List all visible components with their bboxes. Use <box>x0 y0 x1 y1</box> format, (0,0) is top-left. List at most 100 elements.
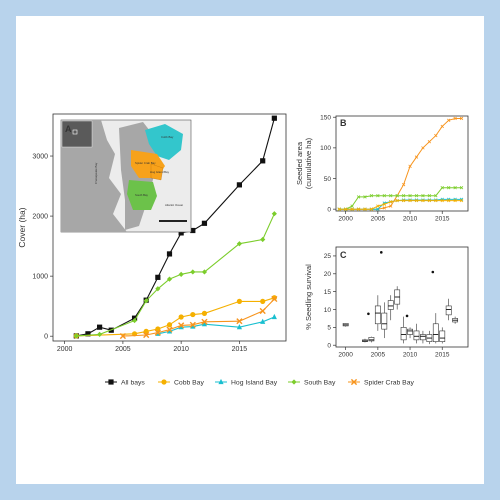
legend-item: Hog Island Bay <box>215 378 278 387</box>
y-tick-label: 100 <box>320 145 331 152</box>
data-point <box>376 204 380 208</box>
box <box>400 327 407 341</box>
data-point <box>389 204 393 208</box>
panel-a-axes: 2000 2005 2010 2015 0 1000 2000 3000 <box>32 113 287 353</box>
map-region-label: Atlantic Ocean <box>165 203 184 207</box>
x-tick-label: 2010 <box>403 352 418 359</box>
x-tick-label: 2000 <box>338 216 353 223</box>
data-point <box>143 298 149 304</box>
map-region-label: Hog Island Bay <box>150 170 170 174</box>
y-axis-label: (cumulative ha) <box>304 137 313 189</box>
box-plot <box>400 316 407 344</box>
data-point <box>178 322 185 329</box>
data-point <box>155 326 161 332</box>
x-tick-label: 2000 <box>57 346 73 353</box>
data-point <box>459 186 464 190</box>
box <box>387 300 394 310</box>
box <box>432 323 439 342</box>
data-point <box>154 329 161 336</box>
series-south-bay <box>337 186 464 211</box>
data-point <box>190 323 196 329</box>
scale-bar <box>159 220 187 222</box>
data-point <box>178 314 184 320</box>
legend-item: Cobb Bay <box>158 379 204 387</box>
data-point <box>178 271 184 277</box>
data-point <box>143 328 149 334</box>
series-cobb-bay <box>337 198 464 211</box>
plot-frame <box>52 113 287 342</box>
data-point <box>369 193 374 198</box>
data-point <box>260 236 266 243</box>
y-tick-label: 2000 <box>32 214 48 221</box>
map-region-label: Chesapeake Bay <box>94 162 98 184</box>
locator-box <box>72 129 78 135</box>
data-point <box>166 276 173 282</box>
panel-c-label: C <box>340 250 347 260</box>
series-line <box>122 298 275 337</box>
legend-marker <box>218 378 224 385</box>
data-point <box>459 198 464 203</box>
data-point <box>414 155 419 159</box>
y-tick-label: 3000 <box>32 153 48 160</box>
legend-item: Spider Crab Bay <box>348 378 414 387</box>
box <box>374 305 381 325</box>
box <box>439 330 446 342</box>
box-plot <box>394 286 401 310</box>
data-point <box>440 186 444 190</box>
box <box>445 305 452 316</box>
box-plot <box>379 251 388 339</box>
legend-marker <box>350 378 358 386</box>
data-point <box>421 146 425 150</box>
data-point <box>119 332 126 340</box>
map-region-label: Cobb Bay <box>161 135 174 139</box>
data-point <box>440 124 444 129</box>
plot-frame <box>335 246 469 348</box>
data-point <box>271 295 277 301</box>
data-point <box>434 193 438 198</box>
y-tick-label: 1000 <box>32 274 48 281</box>
box <box>381 312 388 330</box>
data-point <box>166 328 173 334</box>
y-tick-label: 150 <box>320 115 331 122</box>
legend-item: All bays <box>105 379 145 387</box>
x-tick-label: 2005 <box>371 352 386 359</box>
data-point <box>178 324 184 330</box>
data-point <box>190 269 196 275</box>
legend-label: Cobb Bay <box>174 380 204 387</box>
outlier-point <box>405 314 409 318</box>
box-plot <box>426 330 433 345</box>
data-point <box>356 195 361 199</box>
hog-island-bay-region <box>150 163 164 181</box>
data-point <box>356 207 361 211</box>
data-point <box>201 269 208 275</box>
panel-a-label: A <box>65 124 72 134</box>
x-tick-label: 2015 <box>435 216 450 223</box>
box <box>420 334 426 341</box>
data-point <box>201 318 208 325</box>
legend-marker <box>291 379 297 385</box>
data-point <box>421 193 425 198</box>
box-plot <box>445 298 452 321</box>
box <box>407 328 413 335</box>
y-tick-label: 0 <box>327 206 331 213</box>
series-hog-island-bay <box>155 313 277 336</box>
data-point <box>382 202 386 206</box>
x-tick-label: 2010 <box>403 216 418 223</box>
box-plot <box>420 330 426 344</box>
data-point <box>271 295 278 303</box>
data-point <box>350 207 354 211</box>
box-plot <box>431 270 439 344</box>
data-point <box>440 198 444 203</box>
data-point <box>401 182 406 187</box>
south-bay-region <box>127 180 157 210</box>
data-point <box>73 333 79 339</box>
box-plot <box>362 338 368 343</box>
data-point <box>131 317 138 324</box>
data-point <box>382 193 386 198</box>
data-point <box>408 164 412 168</box>
data-point <box>447 186 451 190</box>
data-point <box>166 322 173 328</box>
outlier-point <box>379 251 383 254</box>
data-point <box>337 207 341 211</box>
data-point <box>271 211 277 217</box>
